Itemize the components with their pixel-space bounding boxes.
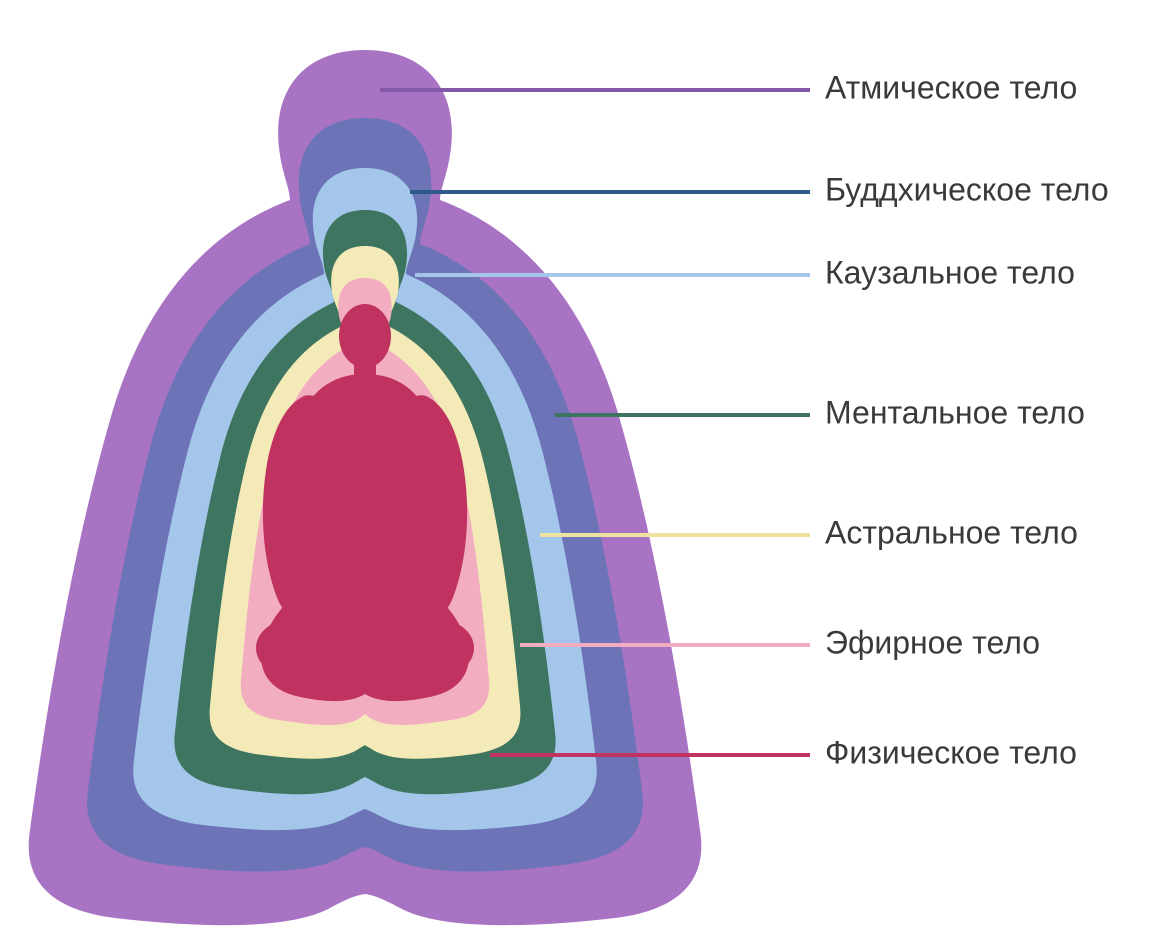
label-etheric: Эфирное тело: [825, 624, 1040, 660]
label-buddhic: Буддхическое тело: [825, 171, 1109, 207]
label-atmic: Атмическое тело: [825, 69, 1077, 105]
label-physical: Физическое тело: [825, 734, 1077, 770]
label-mental: Ментальное тело: [825, 394, 1085, 430]
aura-layers-diagram: Атмическое тело Буддхическое тело Каузальн…: [0, 0, 1155, 944]
label-astral: Астральное тело: [825, 514, 1078, 550]
label-causal: Каузальное тело: [825, 254, 1075, 290]
